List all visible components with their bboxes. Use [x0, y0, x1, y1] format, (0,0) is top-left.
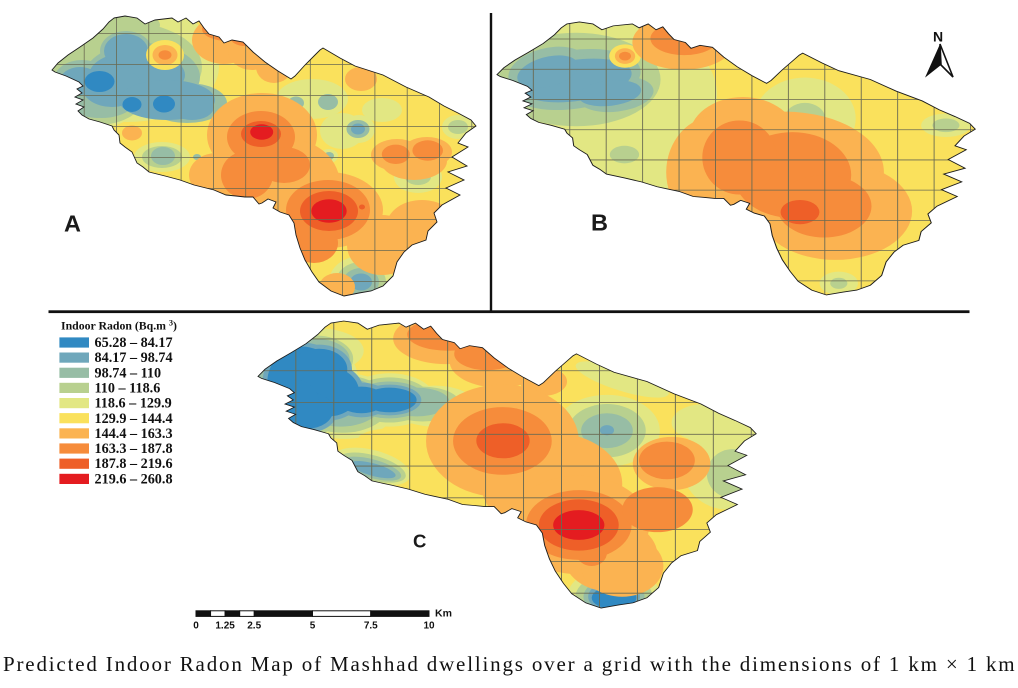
svg-text:0: 0: [193, 621, 199, 632]
svg-text:Km: Km: [435, 608, 452, 620]
svg-text:219.6 – 260.8: 219.6 – 260.8: [95, 471, 173, 487]
svg-text:10: 10: [423, 621, 435, 632]
svg-text:84.17 – 98.74: 84.17 – 98.74: [95, 350, 173, 366]
svg-text:98.74 – 110: 98.74 – 110: [95, 365, 162, 381]
svg-text:A: A: [64, 211, 81, 237]
svg-text:118.6 – 129.9: 118.6 – 129.9: [95, 396, 172, 412]
svg-text:Indoor Radon (Bq.m 3): Indoor Radon (Bq.m 3): [61, 318, 177, 333]
svg-text:129.9 – 144.4: 129.9 – 144.4: [95, 411, 173, 427]
svg-text:144.4 – 163.3: 144.4 – 163.3: [95, 426, 173, 442]
svg-text:2.5: 2.5: [247, 621, 261, 632]
svg-text:N: N: [933, 29, 943, 45]
svg-text:7.5: 7.5: [364, 621, 378, 632]
svg-text:5: 5: [310, 621, 316, 632]
svg-text:65.28 – 84.17: 65.28 – 84.17: [95, 335, 173, 351]
svg-text:1.25: 1.25: [215, 621, 235, 632]
svg-text:187.8 – 219.6: 187.8 – 219.6: [95, 456, 173, 472]
svg-text:C: C: [413, 531, 426, 552]
svg-text:B: B: [591, 210, 608, 236]
svg-text:163.3 – 187.8: 163.3 – 187.8: [95, 441, 173, 457]
svg-text:110 – 118.6: 110 – 118.6: [95, 380, 161, 396]
